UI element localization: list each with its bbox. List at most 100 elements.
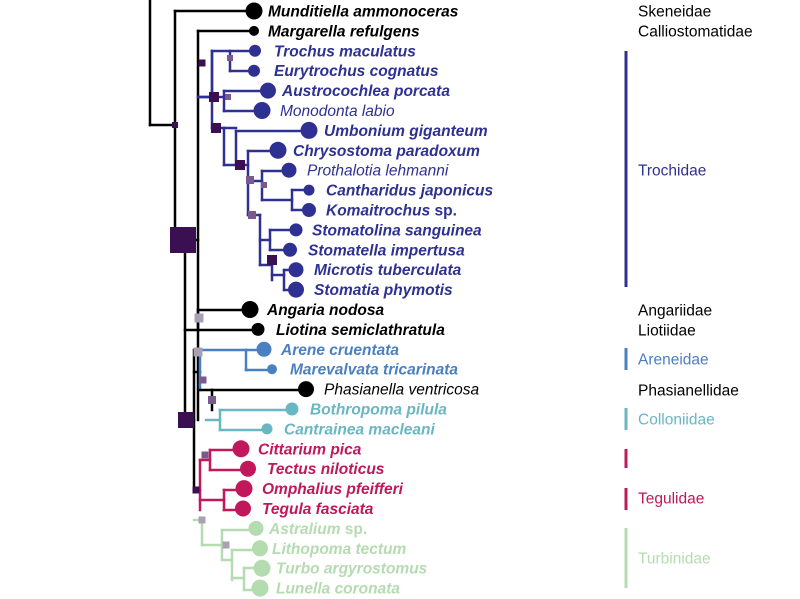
tip-circle-20	[285, 402, 299, 416]
taxon-label-10: Komaitrochus sp.	[326, 203, 457, 220]
taxon-label-16: Liotina semiclathratula	[276, 322, 445, 339]
tip-circle-3	[248, 64, 260, 77]
node-support-15	[199, 376, 207, 384]
taxon-label-22: Cittarium pica	[258, 441, 362, 458]
taxon-label-29: Lunella coronata	[276, 581, 400, 598]
tip-circle-5	[253, 102, 271, 119]
tip-circle-13	[288, 262, 304, 278]
node-support-12	[178, 412, 194, 428]
taxon-label-24: Omphalius pfeifferi	[262, 481, 404, 498]
taxon-label-26: Astralium sp.	[268, 521, 367, 538]
tip-circle-14	[288, 281, 304, 298]
family-label-9: Tegulidae	[638, 491, 704, 508]
taxon-name: Stomatia phymotis	[314, 282, 453, 299]
taxon-label-18: Marevalvata tricarinata	[290, 362, 458, 379]
tip-circle-15	[241, 301, 259, 318]
taxon-name: Cantrainea macleani	[284, 421, 435, 438]
tip-circle-22	[232, 440, 250, 458]
taxon-label-2: Trochus maculatus	[274, 43, 416, 60]
tip-circle-1	[249, 25, 259, 36]
family-label-4: Liotiidae	[638, 323, 696, 340]
taxon-label-3: Eurytrochus cognatus	[274, 63, 439, 80]
family-label-5: Areneidae	[638, 352, 709, 369]
node-support-11	[267, 255, 277, 265]
family-label-6: Phasianellidae	[638, 383, 739, 400]
node-support-18	[192, 486, 200, 494]
node-support-6	[225, 94, 231, 100]
taxon-name: Margarella refulgens	[268, 23, 420, 40]
taxon-name: Umbonium giganteum	[324, 123, 488, 140]
tip-circle-10	[302, 203, 316, 217]
taxon-name: Munditiella ammonoceras	[268, 4, 459, 21]
taxon-label-1: Margarella refulgens	[268, 23, 420, 40]
tip-circle-28	[253, 559, 271, 577]
node-support-20	[222, 541, 230, 549]
taxon-name: Tectus niloticus	[267, 461, 385, 478]
family-label-10: Turbinidae	[638, 551, 711, 568]
tip-circle-21	[261, 423, 273, 435]
taxon-label-5: Monodonta labio	[280, 103, 395, 120]
node-support-7	[235, 160, 245, 170]
family-label-2: Trochidae	[638, 163, 706, 180]
tip-circle-29	[251, 579, 269, 597]
taxon-label-15: Angaria nodosa	[266, 302, 385, 319]
node-support-8	[246, 176, 254, 184]
tip-circle-26	[248, 520, 264, 536]
taxon-name: Liotina semiclathratula	[276, 322, 445, 339]
taxon-name: Lunella coronata	[276, 581, 400, 598]
node-support-3	[209, 92, 219, 102]
family-label-0: Skeneidae	[638, 4, 711, 21]
tip-circles	[232, 2, 318, 597]
taxon-name: Turbo argyrostomus	[276, 561, 428, 578]
node-support-2	[198, 59, 206, 67]
tip-circle-27	[252, 540, 268, 557]
taxon-suffix: sp.	[430, 203, 457, 220]
taxon-label-13: Microtis tuberculata	[314, 262, 462, 279]
node-support-19	[198, 516, 206, 524]
taxon-suffix: sp.	[341, 521, 368, 538]
node-support-5	[227, 55, 233, 61]
tip-circle-6	[300, 121, 318, 139]
node-support-0	[172, 122, 178, 128]
tip-circle-16	[251, 322, 265, 336]
tip-circle-12	[283, 242, 297, 257]
tip-circle-11	[289, 223, 303, 237]
taxon-name: Microtis tuberculata	[314, 262, 462, 279]
taxon-name: Astralium	[268, 521, 341, 538]
taxon-label-19: Phasianella ventricosa	[324, 382, 479, 399]
family-labels: Skeneidae Calliostomatidae Trochidae Angari…	[624, 4, 753, 588]
taxon-name: Arene cruentata	[280, 342, 399, 359]
node-support-14	[193, 347, 203, 357]
tip-circle-18	[267, 364, 277, 375]
taxon-name: Monodonta labio	[280, 103, 395, 120]
tip-circle-8	[281, 162, 297, 178]
tip-circle-4	[260, 82, 276, 99]
taxon-name: Chrysostoma paradoxum	[293, 143, 480, 160]
taxon-label-17: Arene cruentata	[280, 342, 399, 359]
taxon-name: Eurytrochus cognatus	[274, 63, 439, 80]
taxon-label-20: Bothropoma pilula	[310, 402, 447, 419]
tip-circle-25	[235, 500, 251, 517]
taxon-name: Omphalius pfeifferi	[262, 481, 404, 498]
taxon-label-9: Cantharidus japonicus	[326, 183, 493, 200]
tip-circle-0	[245, 2, 263, 20]
tip-circle-23	[240, 460, 256, 477]
tip-circle-17	[256, 341, 272, 357]
taxon-label-6: Umbonium giganteum	[324, 123, 488, 140]
taxon-label-11: Stomatolina sanguinea	[312, 222, 482, 239]
tip-circle-7	[269, 141, 287, 159]
node-support-13	[194, 313, 204, 323]
family-label-1: Calliostomatidae	[638, 24, 753, 41]
taxon-label-8: Prothalotia lehmanni	[307, 163, 449, 180]
taxon-label-25: Tegula fasciata	[262, 501, 374, 518]
node-markers	[170, 55, 277, 549]
node-support-4	[211, 123, 221, 133]
taxon-label-0: Munditiella ammonoceras	[268, 4, 459, 21]
taxon-name: Trochus maculatus	[274, 43, 416, 60]
taxon-label-4: Austrocochlea porcata	[281, 83, 450, 100]
family-label-3: Angariidae	[638, 303, 712, 320]
taxon-label-7: Chrysostoma paradoxum	[293, 143, 480, 160]
taxon-name: Cantharidus japonicus	[326, 183, 493, 200]
taxon-name: Stomatella impertusa	[308, 242, 465, 259]
